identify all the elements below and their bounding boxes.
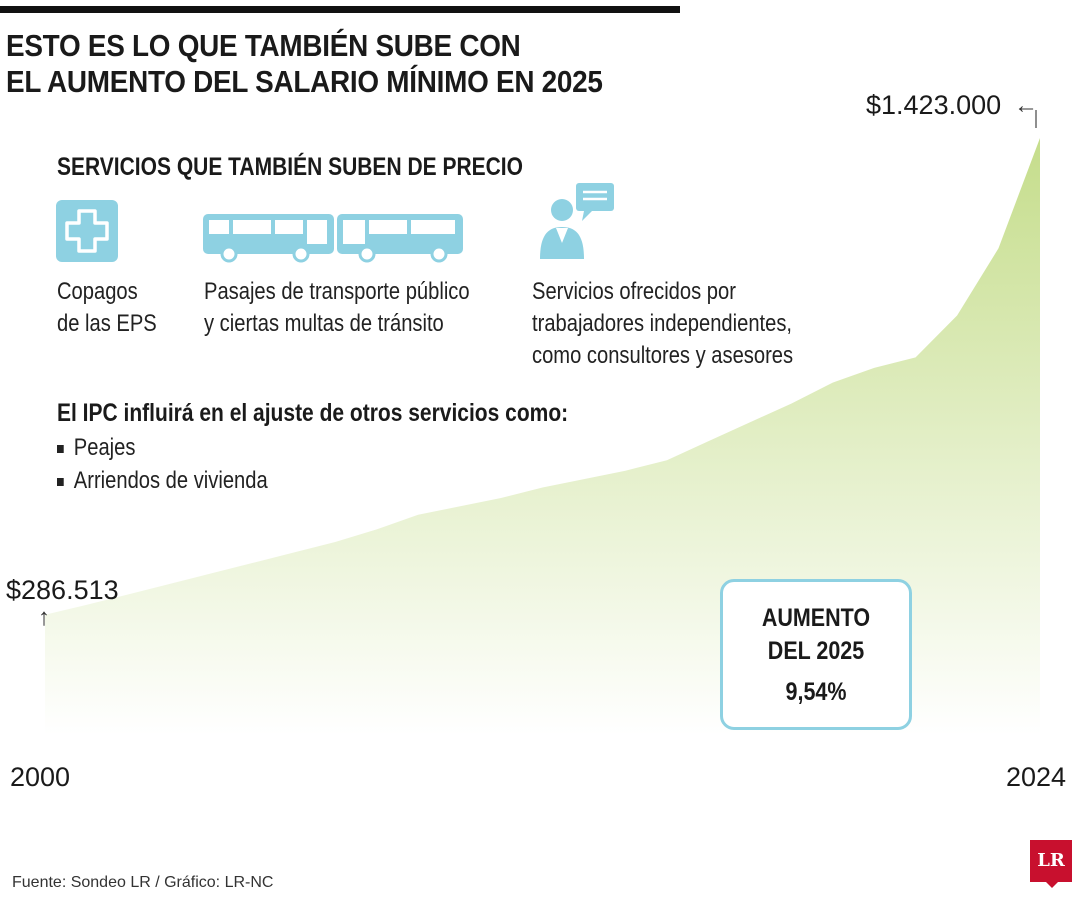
title-line-2: EL AUMENTO DEL SALARIO MÍNIMO EN 2025 <box>6 64 603 99</box>
ipc-title: El IPC influirá en el ajuste de otros se… <box>57 399 569 427</box>
max-value-arrow-icon: ← <box>1014 92 1038 119</box>
x-axis-end-label: 2024 <box>1006 762 1067 792</box>
consultant-icon <box>540 183 614 259</box>
badge-label: AUMENTO DEL 2025 <box>761 604 871 665</box>
badge-value: 9,54% <box>785 678 847 706</box>
list-item: Arriendos de vivienda <box>57 464 268 497</box>
ipc-list: Peajes Arriendos de vivienda <box>57 431 268 497</box>
lr-logo: LR <box>1030 840 1072 882</box>
min-value-label: $286.513 <box>6 575 119 605</box>
top-rule <box>0 6 680 13</box>
page-title: ESTO ES LO QUE TAMBIÉN SUBE CON EL AUMEN… <box>6 28 603 100</box>
list-item: Peajes <box>57 431 268 464</box>
service-eps: Copagos de las EPS <box>57 278 157 337</box>
services-heading: SERVICIOS QUE TAMBIÉN SUBEN DE PRECIO <box>57 153 523 181</box>
title-line-1: ESTO ES LO QUE TAMBIÉN SUBE CON <box>6 28 521 63</box>
x-axis-start-label: 2000 <box>10 762 71 792</box>
health-cross-icon <box>56 200 118 262</box>
bus-icon <box>203 214 463 263</box>
service-independent-workers: Servicios ofrecidos por trabajadores ind… <box>532 278 794 369</box>
logo-notch <box>1044 880 1060 888</box>
service-transport: Pasajes de transporte público y ciertas … <box>204 278 470 337</box>
source-note: Fuente: Sondeo LR / Gráfico: LR-NC <box>12 874 274 891</box>
increase-badge: AUMENTO DEL 2025 9,54% <box>720 579 912 730</box>
max-value-label: $1.423.000 <box>866 90 1002 120</box>
min-value-arrow-icon: ↑ <box>38 604 50 631</box>
